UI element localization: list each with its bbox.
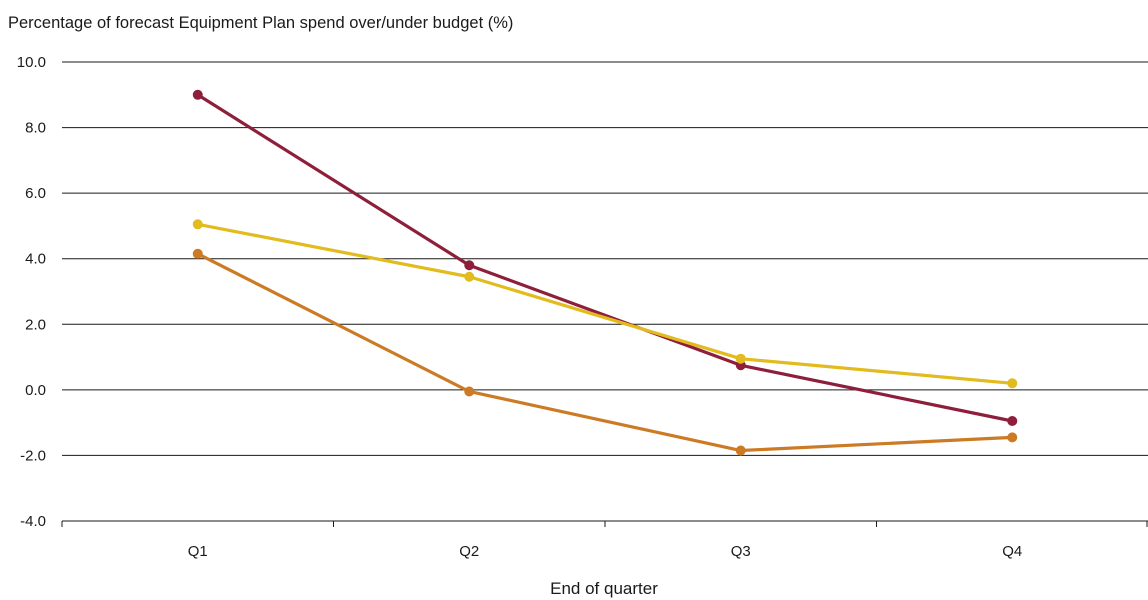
series-line [196,252,1014,453]
x-tick-label: Q4 [1002,543,1022,560]
data-point [192,89,203,100]
series-line [196,222,1014,385]
data-point [192,219,203,230]
series-1 [192,89,1018,427]
y-tick-label: 6.0 [25,185,46,202]
series-lines [192,89,1018,456]
data-point [735,445,746,456]
data-point [192,248,203,259]
x-tick-label: Q1 [188,543,208,560]
y-tick-label: 10.0 [17,54,46,71]
y-tick-label: 2.0 [25,316,46,333]
y-tick-label: 8.0 [25,120,46,137]
x-tick-label: Q3 [731,543,751,560]
series-3 [192,248,1018,456]
data-point [464,260,475,271]
x-axis [61,520,1148,527]
x-tick-label: Q2 [459,543,479,560]
x-axis-ticks: Q1 Q2 Q3 Q4 [188,543,1023,560]
data-point [464,386,475,397]
data-point [1007,432,1018,443]
y-axis-ticks: 10.0 8.0 6.0 4.0 2.0 0.0 -2.0 -4.0 [17,54,46,530]
data-point [1007,416,1018,427]
y-tick-label: 0.0 [25,382,46,399]
data-point [1007,378,1018,389]
y-tick-label: 4.0 [25,251,46,268]
y-tick-label: -4.0 [20,513,46,530]
grid-lines [62,61,1148,456]
y-tick-label: -2.0 [20,447,46,464]
data-point [735,353,746,364]
data-point [464,271,475,282]
series-2 [192,219,1018,389]
x-axis-label: End of quarter [550,579,658,598]
chart-title: Percentage of forecast Equipment Plan sp… [8,14,514,32]
series-line [196,93,1014,423]
